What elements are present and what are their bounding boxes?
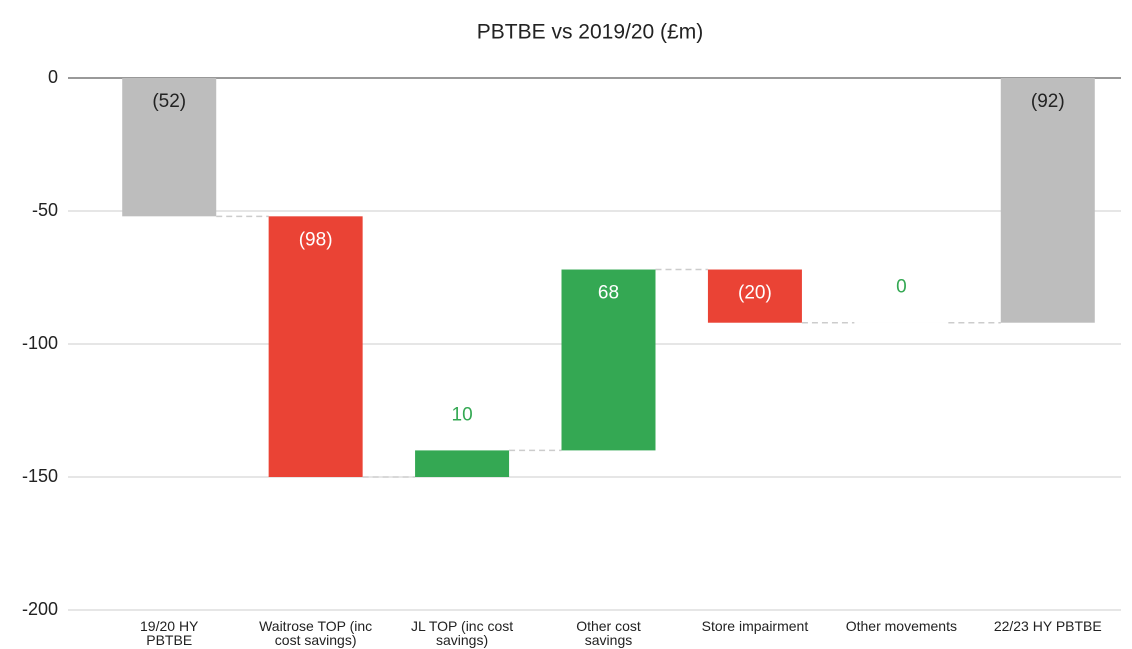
bar xyxy=(561,269,656,451)
y-tick-label: -200 xyxy=(22,599,58,619)
x-tick-label: Other cost savings xyxy=(576,618,641,648)
value-label: (98) xyxy=(299,229,333,250)
value-label: 10 xyxy=(452,404,473,425)
x-tick-line: 22/23 HY PBTBE xyxy=(994,618,1102,634)
y-tick-label: -50 xyxy=(32,200,58,220)
value-label: (92) xyxy=(1031,91,1065,112)
bar xyxy=(707,269,802,323)
x-tick-label: JL TOP (inc cost savings) xyxy=(411,618,513,648)
x-tick-label: Store impairment xyxy=(702,618,809,634)
x-tick-line: Store impairment xyxy=(702,618,809,634)
x-tick-line: Other movements xyxy=(846,618,957,634)
bar xyxy=(415,450,510,477)
y-tick-label: -150 xyxy=(22,466,58,486)
x-tick-line: Waitrose TOP (inc xyxy=(259,618,372,634)
x-tick-line: savings xyxy=(585,632,632,648)
x-tick-line: Other cost xyxy=(576,618,641,634)
x-tick-line: PBTBE xyxy=(146,632,192,648)
value-label: 0 xyxy=(896,277,907,298)
bar xyxy=(268,216,363,477)
x-tick-label: 19/20 HY PBTBE xyxy=(140,618,199,648)
x-tick-label: Other movements xyxy=(846,618,957,634)
value-label: (20) xyxy=(738,283,772,304)
value-label: 68 xyxy=(598,283,619,304)
y-tick-label: 0 xyxy=(48,67,58,87)
x-tick-label: Waitrose TOP (inc cost savings) xyxy=(259,618,372,648)
x-tick-line: cost savings) xyxy=(275,632,357,648)
x-tick-line: savings) xyxy=(436,632,488,648)
x-tick-line: 19/20 HY xyxy=(140,618,199,634)
bar xyxy=(1000,78,1095,323)
chart-title: PBTBE vs 2019/20 (£m) xyxy=(477,21,703,44)
value-label: (52) xyxy=(152,91,186,112)
bar xyxy=(122,78,217,217)
x-tick-line: JL TOP (inc cost xyxy=(411,618,513,634)
x-tick-label: 22/23 HY PBTBE xyxy=(994,618,1102,634)
y-tick-label: -100 xyxy=(22,333,58,353)
